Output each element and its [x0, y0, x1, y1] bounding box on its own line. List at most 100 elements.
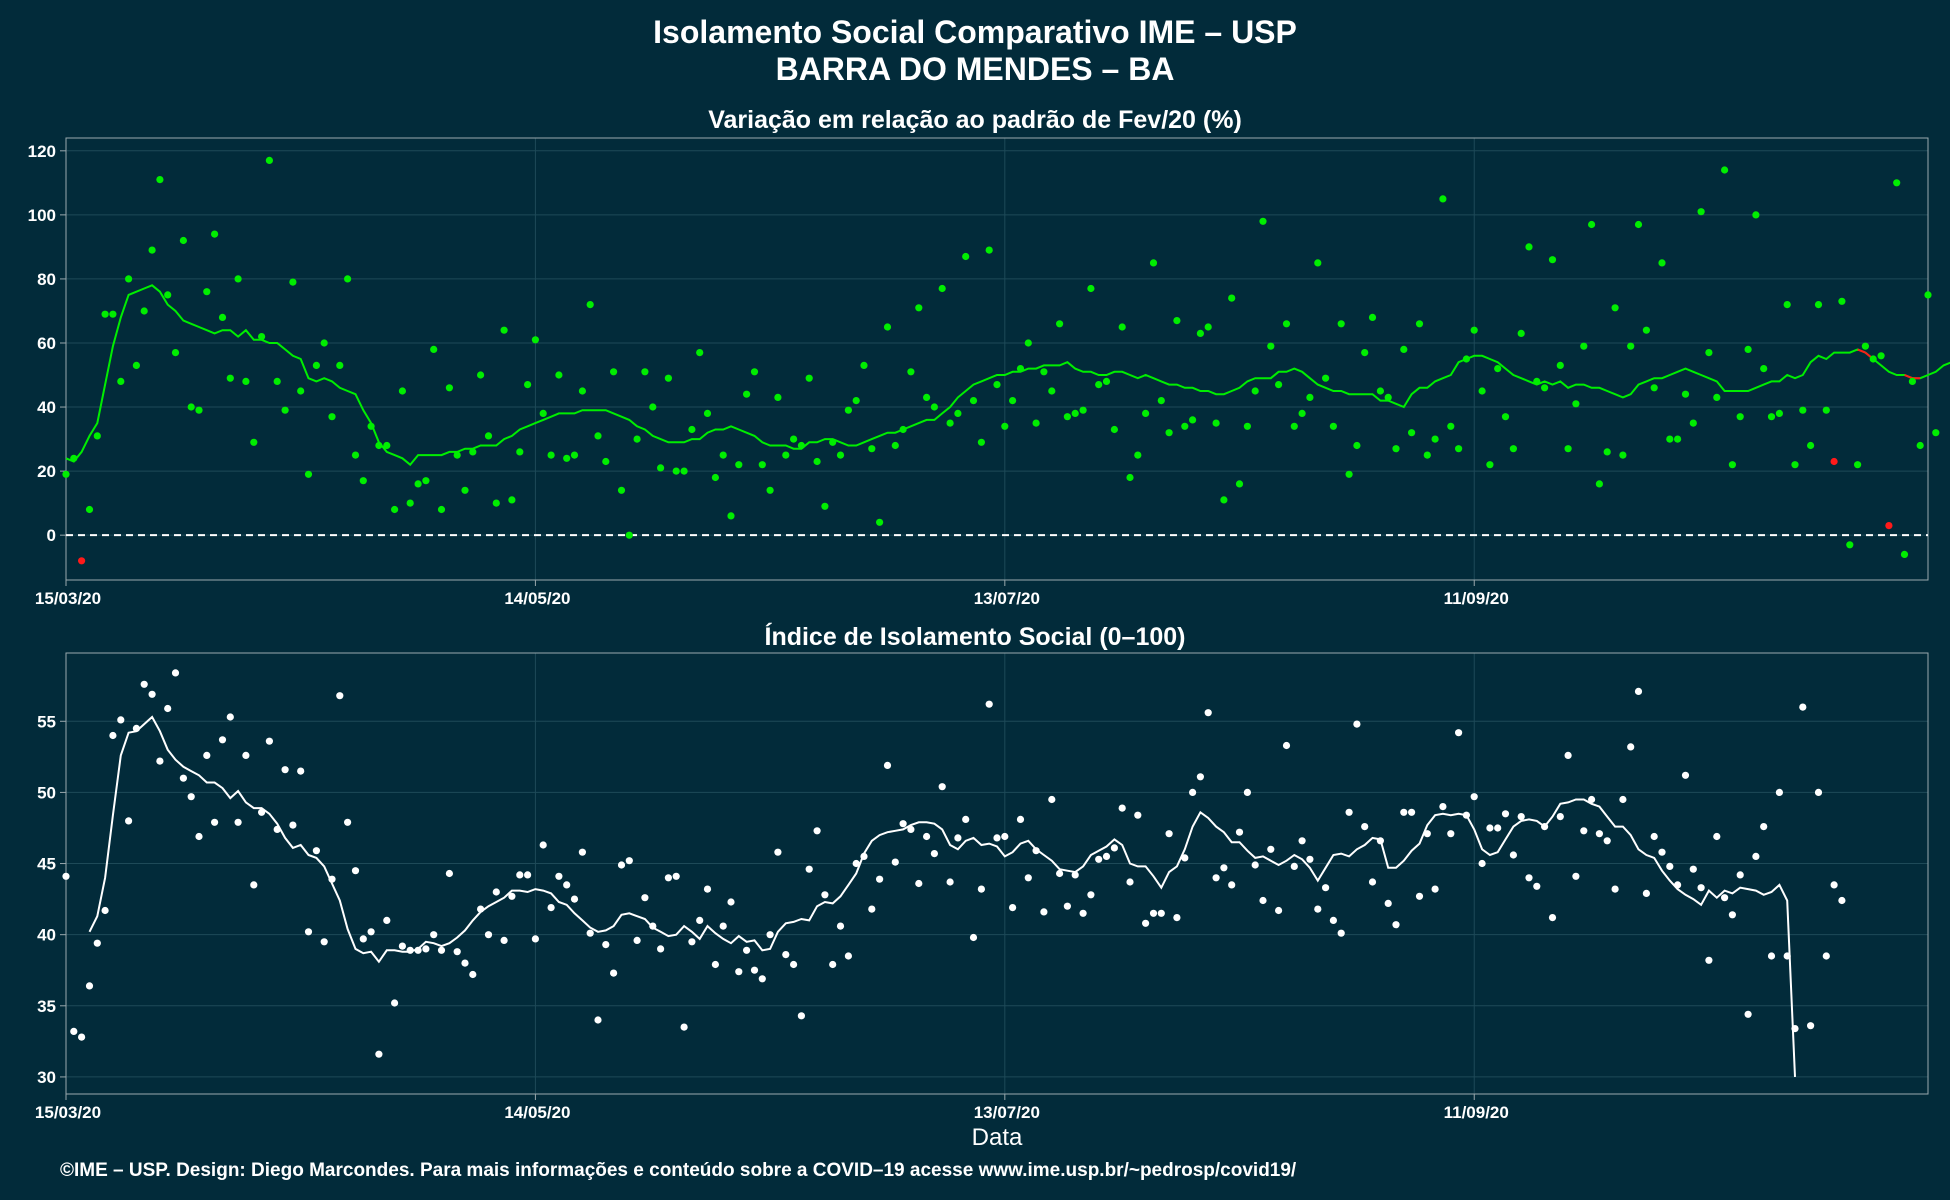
top-chart-data-point [281, 406, 289, 414]
bottom-chart-data-point [1580, 827, 1588, 835]
bottom-chart-data-point [531, 935, 540, 943]
main-title: Isolamento Social Comparativo IME – USP [653, 14, 1297, 50]
top-chart-data-point [359, 477, 367, 485]
top-chart-y-tick-label: 120 [28, 142, 56, 161]
top-chart-data-point [1572, 400, 1580, 408]
top-chart-data-point [876, 518, 884, 526]
bottom-chart-data-point [782, 951, 790, 959]
bottom-chart-data-point [1470, 793, 1478, 801]
top-chart-data-point [1056, 320, 1064, 328]
bottom-chart-data-point [750, 966, 759, 974]
bottom-chart-data-point [1353, 720, 1361, 728]
bottom-chart-data-point [797, 1012, 806, 1020]
bottom-chart-data-point [1329, 916, 1337, 925]
bottom-chart-data-point [1157, 909, 1165, 917]
top-chart-data-point [1603, 448, 1611, 456]
bottom-chart-data-point [1016, 815, 1025, 824]
top-chart-data-point [1423, 451, 1431, 459]
top-chart-data-point [304, 470, 313, 478]
bottom-chart-data-point [1134, 811, 1142, 819]
bottom-chart-title: Índice de Isolamento Social (0–100) [765, 622, 1186, 651]
bottom-chart-data-point [829, 960, 837, 969]
top-chart-data-point [774, 393, 782, 401]
top-chart-data-point [1235, 480, 1244, 488]
bottom-chart-data-point [570, 895, 579, 903]
bottom-chart-data-point [1775, 788, 1783, 797]
top-chart-data-point [1361, 349, 1369, 357]
bottom-chart-data-point [1478, 859, 1486, 868]
bottom-chart-data-point [1658, 848, 1666, 856]
bottom-chart-data-point [70, 1027, 78, 1035]
bottom-chart-data-point [320, 938, 328, 946]
bottom-chart-data-point [766, 931, 774, 939]
top-chart-data-point [1259, 217, 1267, 225]
bottom-chart-data-point [836, 922, 845, 930]
top-chart-moving-average-red-segment [1857, 348, 1866, 354]
top-chart-data-point [273, 377, 281, 385]
top-chart-data-point [1314, 259, 1322, 267]
top-chart-data-point [1400, 345, 1408, 353]
top-chart-data-point [1877, 352, 1885, 360]
bottom-chart-data-point [633, 936, 641, 945]
top-chart-data-point [1830, 457, 1838, 466]
bottom-chart-data-point [1705, 956, 1713, 964]
bottom-chart-x-tick-label: 13/07/20 [974, 1103, 1040, 1122]
bottom-chart-data-point [383, 916, 391, 925]
top-chart-data-point [844, 406, 853, 414]
bottom-chart-data-point [1681, 771, 1690, 779]
top-chart-data-point [1001, 422, 1009, 430]
bottom-chart-data-point [868, 905, 876, 913]
top-chart-data-point [524, 381, 532, 389]
top-chart-data-point [1705, 349, 1713, 357]
bottom-chart-data-point [813, 827, 821, 835]
top-chart-data-point [1353, 441, 1361, 450]
top-chart-data-point [1204, 323, 1212, 331]
top-chart-data-point [1447, 422, 1455, 430]
bottom-chart-data-point [391, 999, 399, 1007]
top-chart-data-point [829, 438, 837, 446]
bottom-chart-data-point [1001, 832, 1009, 841]
bottom-chart-data-point [1110, 844, 1118, 852]
bottom-chart-data-point [1548, 914, 1557, 922]
bottom-chart-data-point [414, 946, 422, 954]
bottom-chart-data-point [500, 936, 508, 945]
bottom-chart-data-point [938, 783, 946, 791]
top-chart-data-point [1102, 377, 1111, 385]
bottom-chart-data-point [1243, 788, 1251, 797]
top-chart-data-point [1142, 409, 1150, 417]
bottom-chart-y-tick-label: 45 [37, 855, 56, 874]
top-chart-data-point [1415, 320, 1424, 328]
bottom-chart-data-point [171, 669, 180, 677]
top-chart-data-point [1220, 496, 1228, 504]
top-chart-data-point [1681, 390, 1690, 398]
bottom-chart-data-point [1368, 878, 1377, 886]
top-chart-data-point [1016, 365, 1025, 373]
top-chart-data-point [860, 361, 868, 369]
bottom-chart-data-point [1165, 830, 1173, 838]
top-chart-x-tick-label: 13/07/20 [974, 589, 1040, 608]
bottom-chart-data-point [1306, 855, 1314, 863]
top-chart-data-point [1674, 435, 1682, 443]
top-chart-data-point [766, 486, 774, 494]
bottom-chart-data-point [453, 948, 461, 956]
top-chart-data-point [336, 361, 344, 369]
bottom-chart-moving-average-line [88, 715, 1796, 1077]
bottom-chart-data-point [1760, 823, 1768, 831]
top-chart-data-point [1932, 429, 1940, 437]
bottom-chart-data-point [398, 942, 406, 950]
top-chart-data-point [125, 275, 133, 283]
top-chart-data-point [1541, 384, 1549, 392]
bottom-chart-data-point [1009, 904, 1017, 912]
top-chart-data-point [735, 461, 743, 469]
top-chart-data-point [508, 496, 516, 504]
top-chart-data-point [1760, 365, 1768, 373]
bottom-chart-data-point [1455, 729, 1463, 737]
bottom-chart-data-point [711, 960, 720, 969]
bottom-chart-data-point [563, 881, 571, 889]
top-chart-data-point [1282, 320, 1291, 328]
bottom-chart-data-point [1509, 851, 1517, 859]
bottom-chart-data-point [359, 935, 367, 943]
top-chart-data-point [1196, 329, 1204, 337]
top-chart-data-point [899, 425, 907, 434]
